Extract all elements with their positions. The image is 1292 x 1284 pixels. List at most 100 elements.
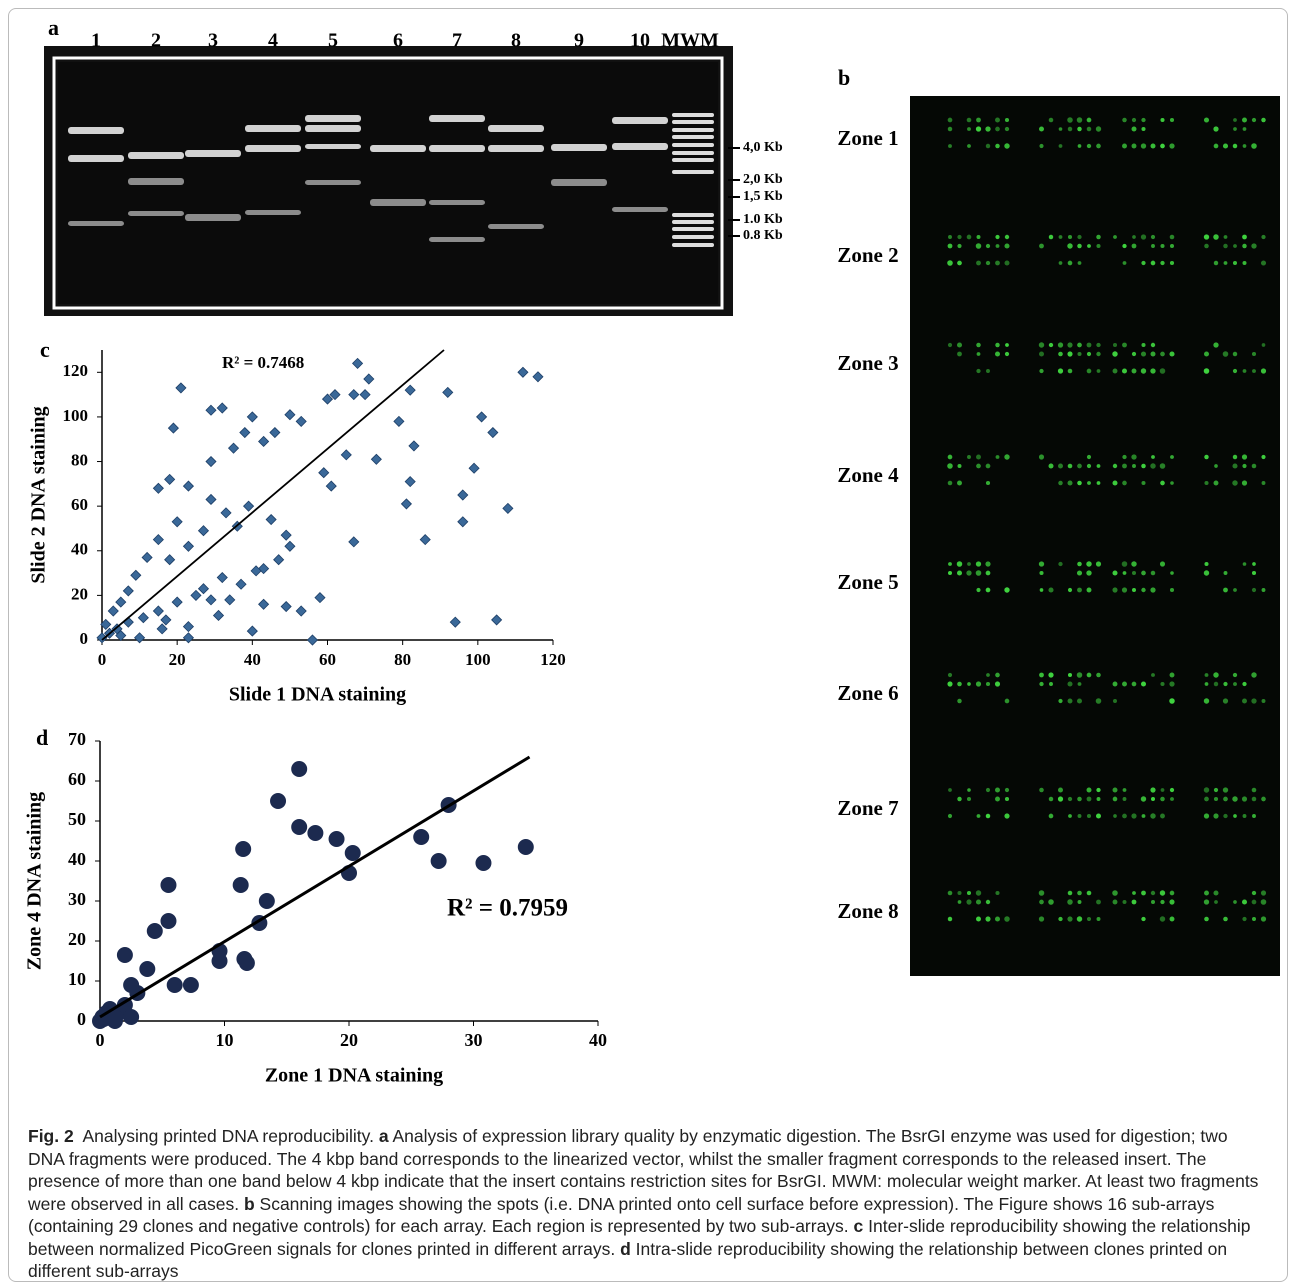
gel-border — [52, 56, 724, 310]
array-spot — [1169, 117, 1175, 123]
array-spot — [1086, 117, 1092, 123]
array-spot — [1058, 351, 1063, 357]
zone-label: Zone 2 — [837, 243, 898, 267]
array-spot — [1222, 143, 1229, 149]
array-spot — [1160, 899, 1165, 905]
x-tick-label: 40 — [589, 1030, 607, 1050]
lane-label: 7 — [452, 30, 462, 52]
array-spot — [1131, 681, 1137, 687]
array-spot — [995, 260, 1000, 266]
gel-band — [128, 178, 184, 185]
array-spot — [1038, 916, 1045, 922]
array-spot — [1251, 143, 1257, 149]
ladder-band — [672, 151, 714, 155]
array-spot — [1160, 243, 1165, 249]
y-tick-label: 20 — [71, 584, 88, 603]
ladder-band — [672, 158, 714, 162]
array-spot — [1096, 234, 1101, 240]
array-spot — [1251, 351, 1257, 357]
array-spot — [1039, 681, 1044, 687]
array-spot — [1223, 916, 1228, 922]
x-tick-label: 0 — [98, 650, 107, 669]
array-spot — [1048, 342, 1054, 348]
array-spot — [1141, 570, 1146, 576]
array-spot — [1132, 235, 1136, 239]
array-spot — [1141, 463, 1146, 469]
array-spot — [1086, 570, 1092, 576]
caption-letter: b — [243, 1193, 255, 1214]
array-spot — [975, 126, 982, 132]
array-spot — [947, 570, 953, 576]
array-spot — [1048, 796, 1054, 802]
array-spot — [1112, 570, 1118, 576]
point — [370, 453, 382, 465]
array-spot — [994, 787, 1001, 793]
array-spot — [1067, 796, 1073, 802]
point — [205, 493, 217, 506]
point — [318, 467, 330, 479]
point — [197, 525, 210, 537]
array-spot — [1122, 261, 1127, 265]
array-spot — [1096, 797, 1101, 801]
array-spot — [1140, 681, 1147, 687]
array-spot — [1122, 813, 1127, 819]
array-spot — [1004, 117, 1010, 123]
array-spot — [1204, 916, 1209, 922]
array-spot — [1204, 682, 1209, 686]
gel-band — [612, 207, 668, 212]
array-spot — [1132, 464, 1136, 468]
array-spot — [1213, 260, 1219, 266]
array-spot — [1096, 899, 1101, 905]
array-spot — [957, 796, 962, 802]
gel-band — [305, 180, 361, 185]
array-spot — [1150, 463, 1156, 469]
array-spot — [1151, 244, 1155, 248]
array-spot — [1048, 899, 1054, 905]
array-spot — [1131, 561, 1137, 567]
array-spot — [966, 117, 972, 123]
array-spot — [995, 455, 1000, 459]
array-spot — [948, 144, 952, 148]
array-spot — [1122, 681, 1127, 687]
caption: Fig. 2 Analysing printed DNA reproducibi… — [28, 1125, 1268, 1283]
array-spot — [1067, 463, 1073, 469]
array-spot — [1077, 561, 1082, 567]
array-spot — [1048, 813, 1054, 819]
array-spot — [966, 570, 972, 576]
array-spot — [986, 369, 990, 373]
point — [139, 961, 156, 977]
array-spot — [1251, 243, 1257, 249]
lane-label: 10 — [630, 30, 650, 52]
array-spot — [1038, 890, 1045, 896]
array-spot — [1252, 369, 1256, 373]
array-spot — [1150, 787, 1156, 793]
point — [307, 825, 324, 841]
array-spot — [1132, 891, 1136, 895]
array-spot — [1223, 587, 1228, 593]
ladder-band — [672, 170, 714, 174]
point — [270, 793, 287, 809]
point — [269, 426, 281, 439]
lane-label: 5 — [328, 30, 338, 52]
array-spot — [1203, 234, 1210, 240]
x-tick-label: 100 — [465, 650, 491, 669]
array-spot — [985, 916, 991, 922]
array-spot — [1095, 126, 1102, 132]
point — [220, 507, 232, 519]
array-spot — [1112, 681, 1118, 687]
point — [238, 955, 255, 971]
array-spot — [976, 342, 981, 348]
array-spot — [947, 454, 953, 460]
size-label: 4,0 Kb — [743, 140, 783, 155]
array-spot — [1131, 143, 1137, 149]
array-spot — [1170, 571, 1174, 575]
array-spot — [1232, 351, 1238, 357]
array-spot — [1260, 260, 1267, 266]
point — [404, 476, 416, 488]
gel-band — [429, 115, 485, 122]
array-spot — [1242, 117, 1247, 123]
array-spot — [1058, 463, 1063, 469]
x-axis-label: Slide 1 DNA staining — [229, 684, 406, 706]
gel-band — [68, 221, 124, 226]
array-spot — [1004, 234, 1010, 240]
